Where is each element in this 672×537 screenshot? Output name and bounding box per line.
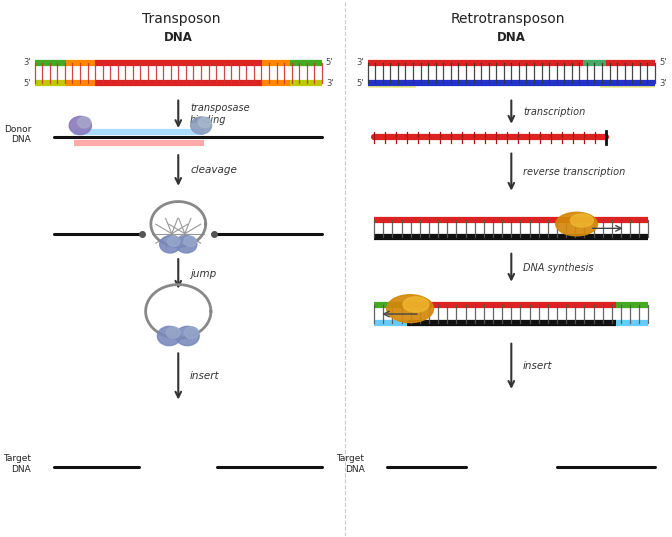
Circle shape xyxy=(184,236,196,246)
Text: 3': 3' xyxy=(356,59,364,67)
Circle shape xyxy=(191,117,212,134)
Text: DNA: DNA xyxy=(497,31,526,44)
Text: jump: jump xyxy=(190,269,216,279)
Text: reverse transcription: reverse transcription xyxy=(523,167,626,177)
Circle shape xyxy=(176,236,197,253)
Text: Target
DNA: Target DNA xyxy=(337,454,364,474)
Ellipse shape xyxy=(571,214,593,227)
Ellipse shape xyxy=(386,295,433,323)
Text: 3': 3' xyxy=(326,79,333,88)
Text: cleavage: cleavage xyxy=(190,165,237,176)
Text: 5': 5' xyxy=(326,59,333,67)
Circle shape xyxy=(167,236,180,246)
Text: insert: insert xyxy=(523,361,552,371)
Text: transcription: transcription xyxy=(523,107,585,117)
Text: transposase
binding: transposase binding xyxy=(190,104,250,125)
Text: 5': 5' xyxy=(24,79,31,88)
Text: Transposon: Transposon xyxy=(142,12,221,26)
Text: DNA: DNA xyxy=(164,31,193,44)
Text: Target
DNA: Target DNA xyxy=(3,454,32,474)
Circle shape xyxy=(69,117,91,135)
Ellipse shape xyxy=(403,297,429,312)
Ellipse shape xyxy=(556,212,597,236)
Text: Retrotransposon: Retrotransposon xyxy=(451,12,565,26)
Circle shape xyxy=(160,236,181,253)
Circle shape xyxy=(175,326,199,346)
Circle shape xyxy=(77,117,91,128)
Text: insert: insert xyxy=(190,372,220,381)
Text: DNA synthesis: DNA synthesis xyxy=(523,263,593,273)
Text: Donor
DNA: Donor DNA xyxy=(4,125,32,144)
Text: 5': 5' xyxy=(659,59,667,67)
Circle shape xyxy=(185,327,199,338)
Text: 3': 3' xyxy=(659,79,667,88)
Text: 3': 3' xyxy=(23,59,31,67)
Circle shape xyxy=(198,118,211,128)
Circle shape xyxy=(166,327,180,338)
Text: 5': 5' xyxy=(356,79,364,88)
Circle shape xyxy=(157,326,181,346)
